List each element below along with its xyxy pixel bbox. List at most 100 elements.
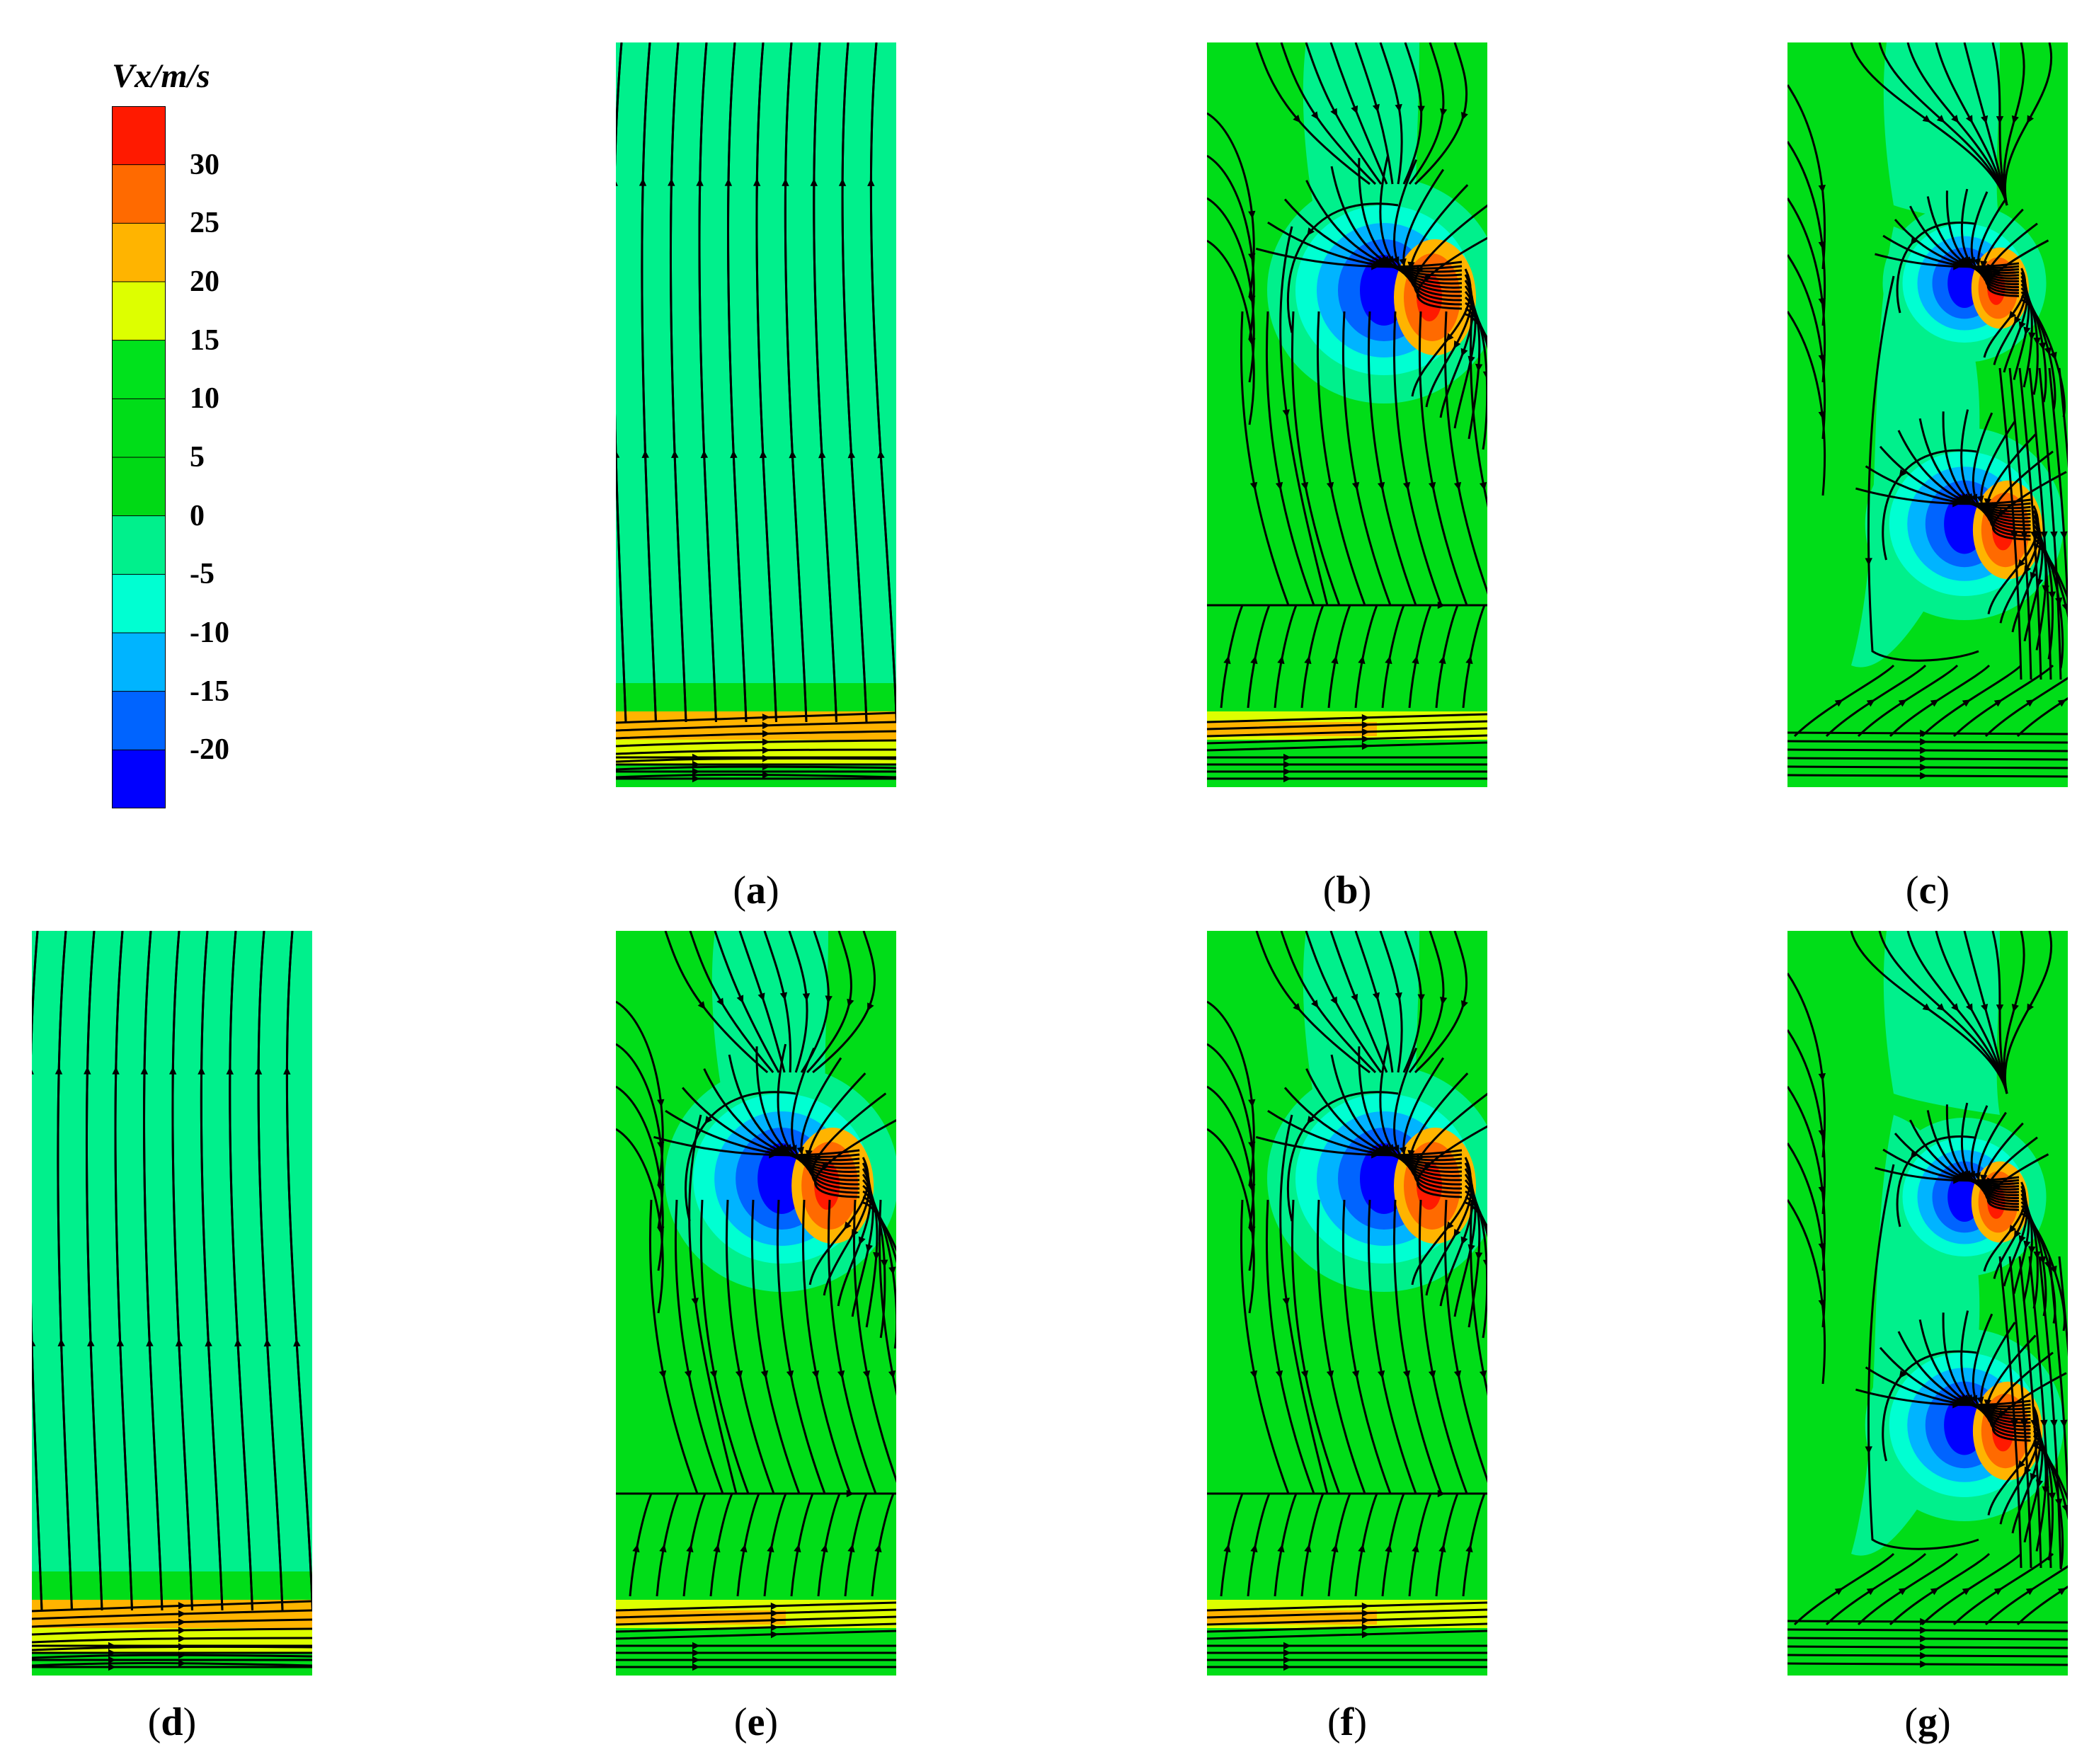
streamline-arrow xyxy=(1951,1003,1959,1012)
streamline xyxy=(1918,418,2031,516)
streamline-arrow xyxy=(1331,655,1339,665)
streamline xyxy=(2008,367,2032,680)
streamline xyxy=(1291,1199,1341,1494)
vortex-contour xyxy=(1882,204,2047,362)
legend-tick-label: 20 xyxy=(190,265,219,298)
streamline-arrow xyxy=(1361,1602,1370,1610)
streamline xyxy=(664,931,769,1074)
streamline-arrow xyxy=(108,1663,116,1671)
streamline-arrow xyxy=(1330,996,1338,1005)
streamline-arrow xyxy=(668,178,675,186)
streamline-arrow xyxy=(789,1145,797,1154)
streamline xyxy=(616,730,896,740)
streamline xyxy=(1926,196,2020,277)
streamline-arrow xyxy=(1446,333,1454,342)
panel-plot xyxy=(1787,931,2068,1676)
streamline-arrow xyxy=(862,1370,871,1379)
streamline xyxy=(1327,605,1351,709)
streamline xyxy=(1300,1493,1325,1597)
streamline-arrow xyxy=(1920,1660,1928,1668)
streamline xyxy=(2028,367,2052,680)
streamline-arrow xyxy=(692,1656,700,1664)
streamline-arrow xyxy=(1412,1544,1419,1553)
streamline-arrow xyxy=(1818,298,1826,307)
streamline-arrow xyxy=(1311,111,1319,120)
streamline-arrow xyxy=(2038,342,2047,350)
streamline-arrow xyxy=(1361,742,1370,750)
streamline-arrow xyxy=(657,1184,665,1193)
streamline-arrow xyxy=(1453,481,1462,491)
legend-tick-label: 0 xyxy=(190,499,205,532)
streamline-arrow xyxy=(1973,258,1981,267)
streamline xyxy=(1998,1256,2023,1569)
streamline xyxy=(1265,311,1315,606)
streamline-arrow xyxy=(1351,105,1358,114)
streamline xyxy=(2033,1444,2068,1502)
streamline xyxy=(200,931,224,1611)
streamline xyxy=(57,931,73,1611)
streamline xyxy=(1443,1199,1487,1484)
legend-swatch xyxy=(112,574,166,634)
streamline-arrow xyxy=(32,1070,34,1075)
streamline xyxy=(1279,226,1329,606)
streamline xyxy=(1882,1148,2020,1184)
streamline xyxy=(1889,664,1991,738)
streamline-arrow xyxy=(1249,481,1258,491)
streamline-arrow xyxy=(697,1001,706,1009)
streamline xyxy=(674,1199,724,1494)
streamline xyxy=(1981,1122,2024,1205)
streamline-arrow xyxy=(770,1602,779,1610)
streamline-arrow xyxy=(657,1099,665,1108)
streamline xyxy=(1464,296,1487,450)
streamline xyxy=(2016,1585,2068,1626)
streamline-arrow xyxy=(825,995,833,1004)
streamline xyxy=(682,1493,706,1597)
streamline xyxy=(1287,202,1399,333)
streamline-arrow xyxy=(1385,1544,1392,1553)
streamline xyxy=(1453,285,1477,429)
streamline xyxy=(801,1199,852,1494)
streamline xyxy=(1305,180,1463,277)
streamline-arrow xyxy=(1438,655,1446,665)
streamline xyxy=(616,721,896,732)
field-region xyxy=(32,1571,312,1600)
streamline-arrow xyxy=(1482,371,1487,379)
streamline xyxy=(616,711,896,724)
streamline-arrow xyxy=(1920,755,1928,763)
streamline xyxy=(2058,1256,2068,1357)
streamline xyxy=(1865,1366,2031,1408)
streamline-arrow xyxy=(198,1066,205,1075)
streamline xyxy=(1279,1114,1329,1494)
streamline xyxy=(1417,1125,1487,1198)
vortex-contour xyxy=(665,1065,896,1292)
streamline xyxy=(2028,1256,2052,1569)
streamline xyxy=(813,42,837,723)
streamline-arrow xyxy=(1865,558,1872,566)
streamline xyxy=(1942,1312,2031,1421)
streamline-arrow xyxy=(704,1116,713,1125)
streamline xyxy=(2038,367,2062,680)
streamline-arrow xyxy=(1300,1370,1309,1379)
streamline-arrow xyxy=(1964,1170,1972,1179)
streamline xyxy=(1435,1493,1459,1597)
streamline-arrow xyxy=(692,1642,700,1650)
streamline xyxy=(1247,605,1271,709)
vortex-contour xyxy=(1882,1118,2047,1276)
streamline-arrow xyxy=(1920,1617,1928,1626)
streamline xyxy=(2020,294,2056,410)
streamline-arrow xyxy=(838,178,847,186)
streamline-arrow xyxy=(1283,1656,1291,1664)
streamline-arrow xyxy=(1387,256,1395,264)
streamline xyxy=(1392,1199,1443,1494)
streamline xyxy=(2038,1256,2062,1569)
streamline xyxy=(616,1601,896,1612)
streamline-arrow xyxy=(2040,1419,2048,1428)
legend-swatch xyxy=(112,457,166,517)
streamline xyxy=(1220,605,1244,709)
streamline-arrow xyxy=(692,1649,700,1657)
streamline-arrow xyxy=(1920,729,1928,738)
legend-swatch xyxy=(112,399,166,458)
streamline xyxy=(629,1493,653,1597)
streamline-arrow xyxy=(846,1489,854,1498)
legend-tick-labels: 30 25 20 15 10 5 0 -5 -10 -15 -20 xyxy=(190,106,282,808)
